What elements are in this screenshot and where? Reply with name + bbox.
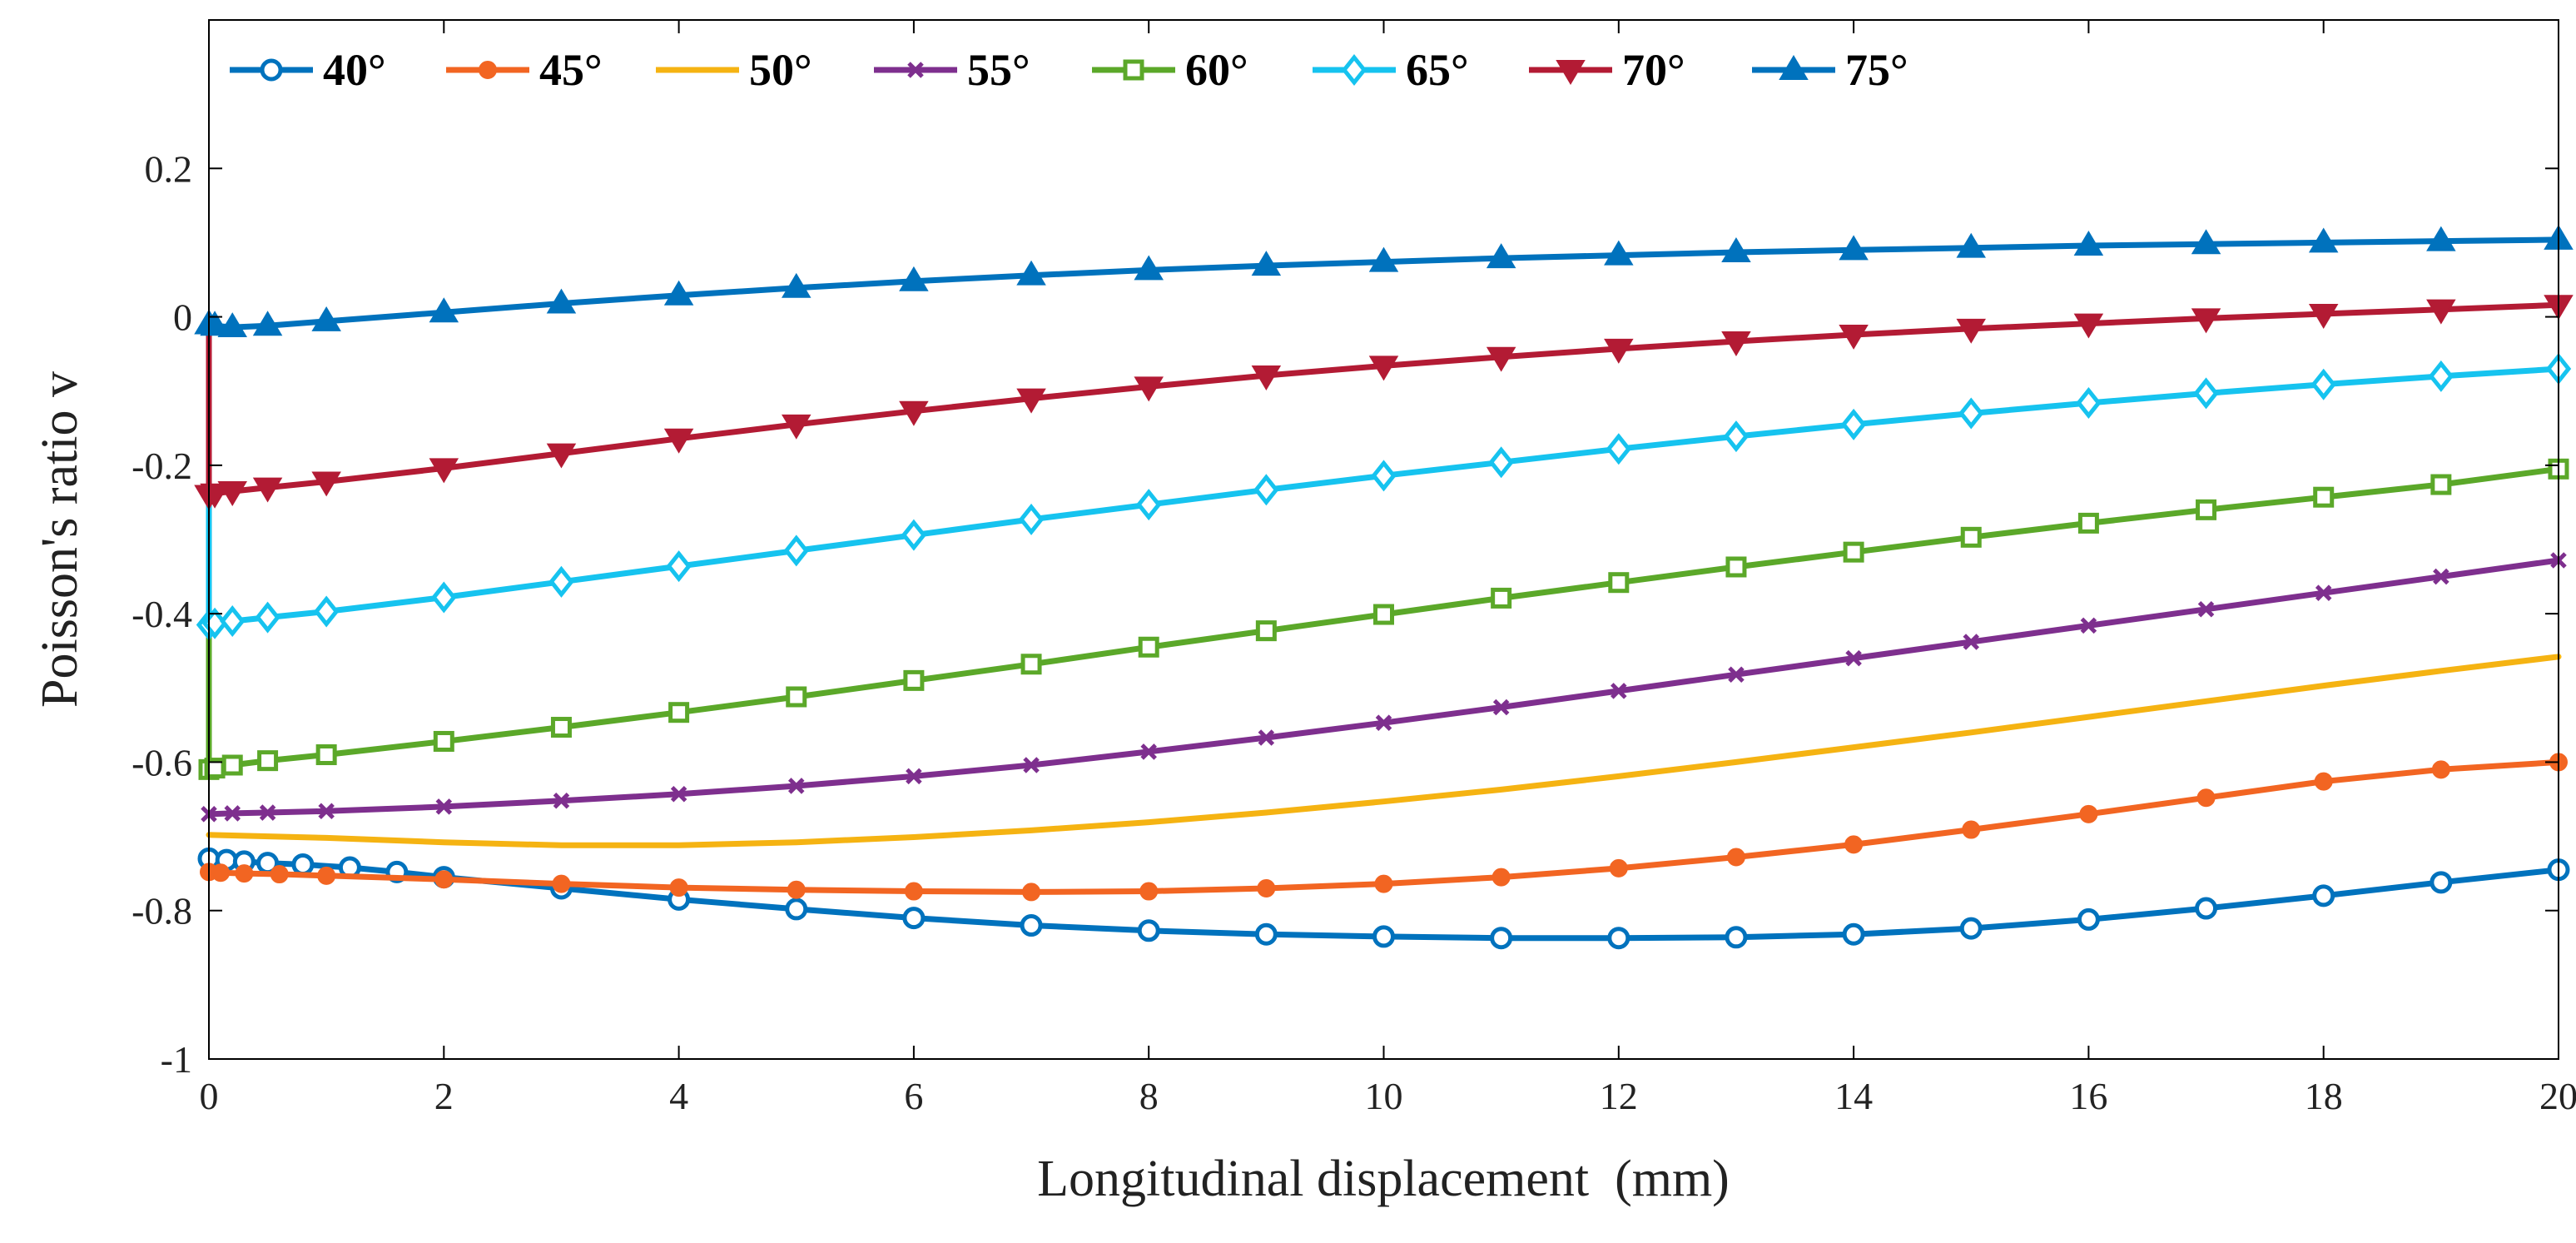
data-point (1610, 929, 1628, 947)
data-point (2433, 476, 2449, 493)
data-point (671, 704, 687, 721)
data-point (1140, 639, 1157, 655)
y-tick-label: -0.2 (132, 445, 192, 487)
data-point (1492, 929, 1511, 947)
data-point (1845, 836, 1862, 853)
data-point (1611, 860, 1627, 877)
y-tick-label: 0.2 (145, 147, 193, 190)
legend-label: 75° (1845, 45, 1908, 95)
data-point (260, 753, 276, 769)
data-point (1493, 589, 1510, 606)
x-tick-label: 10 (1365, 1075, 1403, 1117)
data-point (318, 868, 335, 884)
data-point (435, 733, 452, 749)
data-point (2198, 501, 2215, 518)
y-tick-label: -1 (161, 1038, 192, 1081)
legend-label: 60° (1185, 45, 1248, 95)
x-tick-label: 12 (1600, 1075, 1638, 1117)
data-point (1376, 876, 1392, 892)
data-point (271, 866, 288, 883)
legend-marker (1125, 62, 1142, 78)
x-tick-label: 6 (904, 1075, 923, 1117)
data-point (1727, 928, 1745, 947)
legend-label: 50° (749, 45, 812, 95)
legend-label: 70° (1622, 45, 1685, 95)
data-point (479, 62, 496, 78)
data-point (906, 883, 922, 900)
x-tick-label: 16 (2069, 1075, 2107, 1117)
y-axis-label: Poisson's ratio v (32, 371, 88, 708)
data-point (671, 879, 687, 896)
data-point (2315, 773, 2332, 790)
data-point (1376, 606, 1392, 623)
x-axis-label: Longitudinal displacement (mm) (1037, 1151, 1730, 1207)
y-tick-label: -0.6 (132, 741, 192, 783)
data-point (262, 61, 280, 79)
data-point (2315, 489, 2332, 505)
data-point (224, 757, 241, 773)
data-point (2079, 910, 2097, 928)
data-point (435, 871, 452, 888)
data-point (1963, 529, 1979, 545)
data-point (787, 900, 806, 918)
data-point (1023, 656, 1040, 673)
data-point (1258, 880, 1274, 897)
data-point (2080, 806, 2097, 823)
data-point (2198, 789, 2215, 806)
x-tick-label: 0 (200, 1075, 219, 1117)
data-point (906, 672, 922, 689)
data-point (2433, 761, 2449, 778)
data-point (553, 719, 569, 736)
data-point (2197, 899, 2216, 917)
data-point (1258, 623, 1274, 639)
data-point (1140, 883, 1157, 900)
legend-marker (479, 62, 496, 78)
data-point (2432, 873, 2450, 892)
legend-label: 55° (967, 45, 1030, 95)
data-point (2080, 515, 2097, 531)
x-tick-label: 8 (1139, 1075, 1159, 1117)
y-tick-label: -0.8 (132, 890, 192, 932)
data-point (318, 747, 335, 763)
legend-label: 45° (539, 45, 603, 95)
data-point (236, 865, 252, 882)
data-point (1493, 869, 1510, 886)
data-point (1023, 883, 1040, 900)
data-point (1963, 822, 1979, 838)
data-point (1844, 925, 1863, 943)
data-point (1257, 925, 1275, 943)
legend-label: 40° (323, 45, 386, 95)
x-tick-label: 2 (434, 1075, 454, 1117)
data-point (1728, 849, 1745, 866)
data-point (788, 882, 805, 898)
x-tick-label: 20 (2539, 1075, 2576, 1117)
y-tick-label: -0.4 (132, 593, 192, 635)
data-point (1022, 917, 1040, 935)
data-point (1139, 922, 1158, 940)
x-tick-label: 4 (669, 1075, 688, 1117)
data-point (1728, 559, 1745, 575)
y-tick-label: 0 (173, 296, 192, 339)
x-tick-label: 18 (2305, 1075, 2343, 1117)
data-point (1611, 574, 1627, 591)
data-point (553, 876, 569, 892)
legend-label: 65° (1406, 45, 1469, 95)
data-point (212, 864, 229, 881)
data-point (1845, 544, 1862, 560)
legend-marker (262, 61, 280, 79)
data-point (294, 855, 312, 873)
data-point (1375, 927, 1393, 946)
data-point (788, 689, 805, 705)
data-point (2315, 887, 2333, 905)
data-point (1962, 919, 1980, 937)
x-tick-label: 14 (1834, 1075, 1873, 1117)
data-point (1125, 62, 1142, 78)
data-point (905, 909, 923, 927)
